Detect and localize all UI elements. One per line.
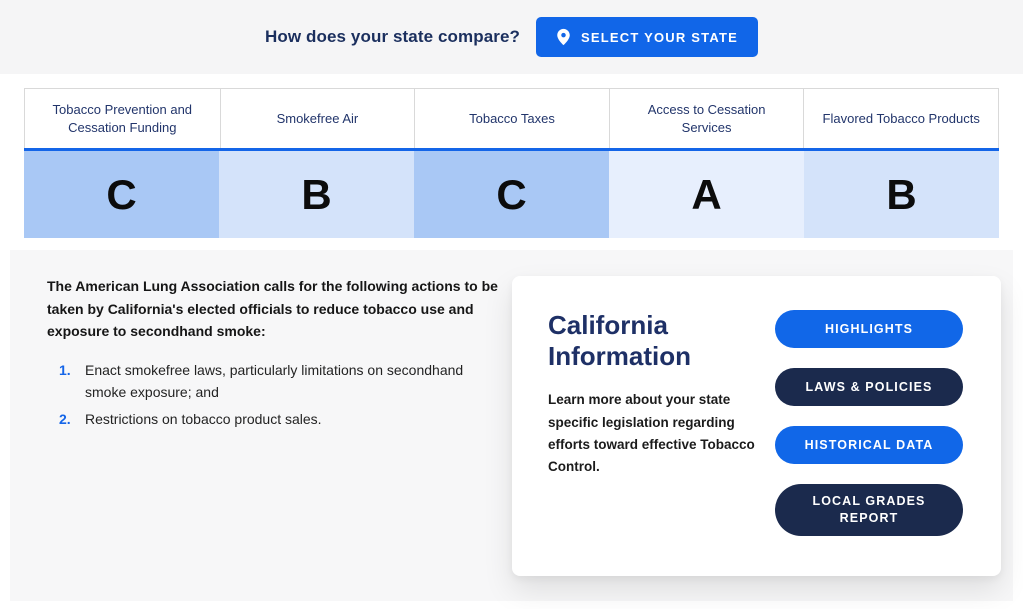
grade-column-header-smokefree-air: Smokefree Air bbox=[219, 89, 415, 148]
list-item-text: Restrictions on tobacco product sales. bbox=[85, 411, 322, 428]
laws-and-policies-button[interactable]: LAWS & POLICIES bbox=[775, 368, 963, 406]
info-card-text-column: California Information Learn more about … bbox=[548, 306, 770, 546]
grade-column-header-flavored-products: Flavored Tobacco Products bbox=[803, 89, 998, 148]
historical-data-button[interactable]: HISTORICAL DATA bbox=[775, 426, 963, 464]
grade-cell-cessation-services: A bbox=[609, 151, 804, 238]
info-card-description: Learn more about your state specific leg… bbox=[548, 392, 755, 475]
grade-column-header-funding: Tobacco Prevention and Cessation Funding bbox=[52, 101, 193, 135]
grade-cell-funding: C bbox=[24, 151, 219, 238]
list-item-number: 1. bbox=[59, 362, 71, 379]
grade-cell-smokefree-air: B bbox=[219, 151, 414, 238]
list-item-number: 2. bbox=[59, 411, 71, 428]
list-item: 1. Enact smokefree laws, particularly li… bbox=[59, 360, 517, 403]
grade-cell-tobacco-taxes: C bbox=[414, 151, 609, 238]
state-information-card: California Information Learn more about … bbox=[512, 276, 1001, 576]
select-your-state-label: SELECT YOUR STATE bbox=[581, 29, 738, 45]
state-compare-bar: How does your state compare? SELECT YOUR… bbox=[0, 0, 1023, 74]
actions-intro-text: The American Lung Association calls for … bbox=[47, 278, 498, 340]
list-item-text: Enact smokefree laws, particularly limit… bbox=[85, 362, 464, 400]
select-your-state-button[interactable]: SELECT YOUR STATE bbox=[536, 17, 758, 57]
state-grades-table: Tobacco Prevention and Cessation Funding… bbox=[24, 88, 999, 238]
grades-blue-divider bbox=[24, 148, 999, 151]
grades-value-row: C B C A B bbox=[24, 151, 999, 238]
grade-column-header-tobacco-taxes: Tobacco Taxes bbox=[414, 89, 609, 148]
grades-header-row: Tobacco Prevention and Cessation Funding… bbox=[24, 88, 999, 148]
actions-list: 1. Enact smokefree laws, particularly li… bbox=[47, 360, 517, 431]
info-card-button-column: HIGHLIGHTS LAWS & POLICIES HISTORICAL DA… bbox=[775, 306, 963, 546]
state-detail-section: The American Lung Association calls for … bbox=[10, 250, 1013, 601]
recommended-actions-block: The American Lung Association calls for … bbox=[47, 275, 517, 437]
grade-column-header-cessation-services: Access to Cessation Services bbox=[608, 89, 804, 148]
grade-cell-flavored-products: B bbox=[804, 151, 999, 238]
compare-question: How does your state compare? bbox=[265, 27, 521, 46]
highlights-button[interactable]: HIGHLIGHTS bbox=[775, 310, 963, 348]
location-pin-icon bbox=[557, 28, 570, 46]
list-item: 2. Restrictions on tobacco product sales… bbox=[59, 409, 517, 431]
local-grades-report-button[interactable]: LOCAL GRADES REPORT bbox=[775, 484, 963, 536]
info-card-title: California Information bbox=[548, 310, 691, 371]
